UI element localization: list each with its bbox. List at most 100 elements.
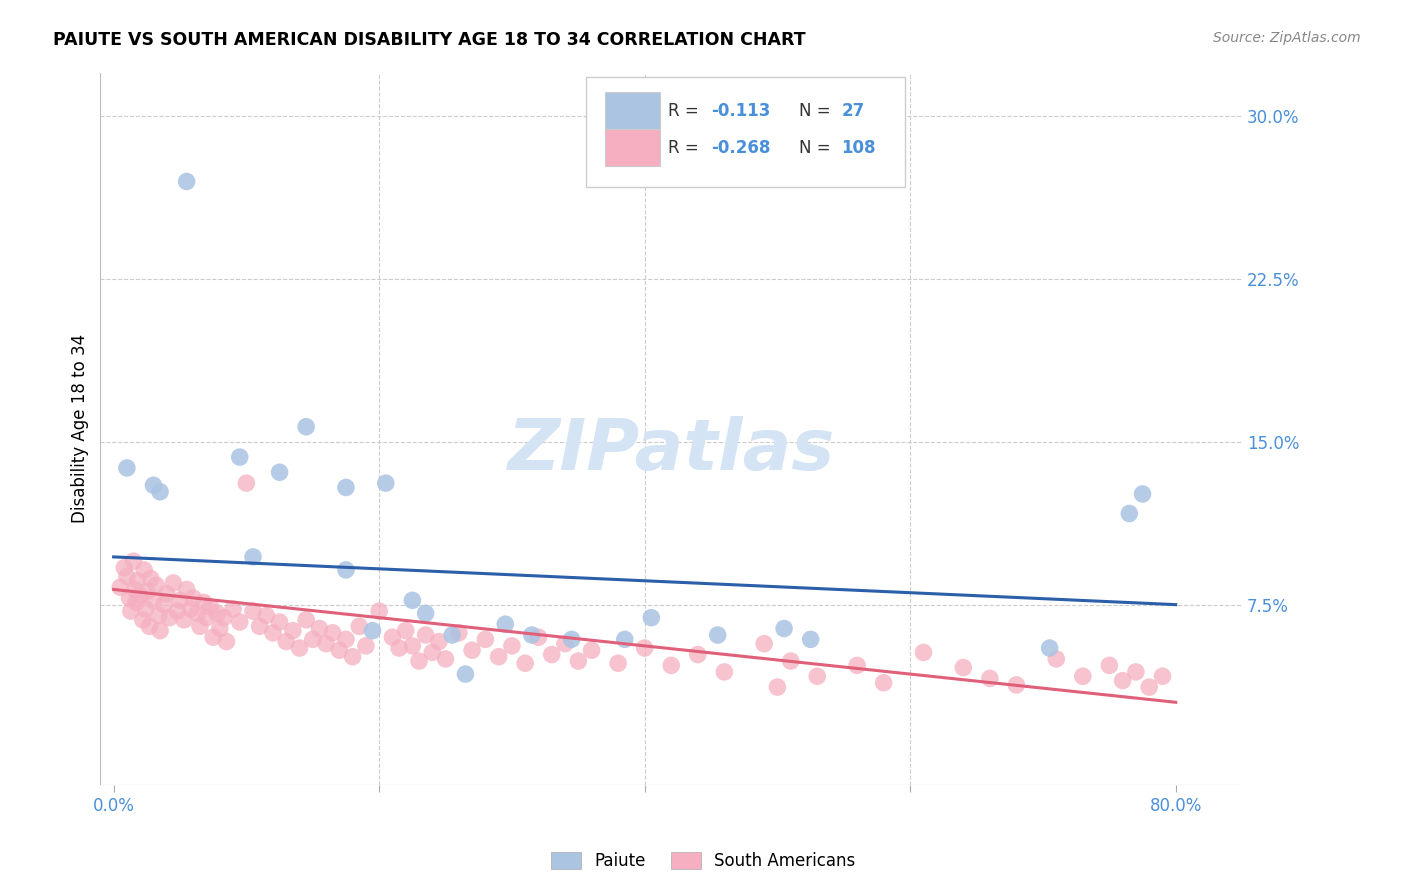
Point: [295, 613, 318, 627]
Point: [388, 641, 411, 656]
Text: N =: N =: [799, 139, 831, 157]
Point: [779, 654, 801, 668]
Point: [1111, 673, 1133, 688]
Point: [315, 637, 337, 651]
Point: [322, 625, 344, 640]
Point: [912, 645, 935, 659]
Point: [134, 563, 156, 577]
Point: [349, 619, 371, 633]
Point: [205, 607, 228, 621]
Point: [269, 465, 291, 479]
Point: [125, 595, 148, 609]
Point: [607, 657, 630, 671]
Point: [368, 604, 391, 618]
Point: [613, 632, 636, 647]
Point: [254, 608, 277, 623]
Point: [308, 622, 330, 636]
Point: [222, 602, 245, 616]
Point: [427, 634, 450, 648]
Point: [229, 450, 252, 464]
Point: [186, 607, 208, 621]
Text: ZIPatlas: ZIPatlas: [508, 416, 835, 484]
Legend: Paiute, South Americans: Paiute, South Americans: [544, 845, 862, 877]
Point: [142, 478, 165, 492]
Point: [295, 419, 318, 434]
Point: [180, 602, 202, 616]
Point: [162, 576, 184, 591]
FancyBboxPatch shape: [586, 77, 905, 186]
Point: [1137, 680, 1160, 694]
Point: [335, 632, 357, 647]
Point: [269, 615, 291, 629]
Point: [249, 619, 271, 633]
Point: [1118, 507, 1140, 521]
Text: N =: N =: [799, 102, 831, 120]
Point: [447, 625, 470, 640]
Point: [540, 648, 562, 662]
Point: [800, 632, 823, 647]
Point: [567, 654, 589, 668]
Point: [434, 652, 457, 666]
Point: [149, 624, 172, 638]
Point: [806, 669, 828, 683]
Point: [139, 572, 162, 586]
Point: [202, 630, 225, 644]
Point: [142, 593, 165, 607]
Text: -0.113: -0.113: [711, 102, 770, 120]
Point: [135, 584, 157, 599]
Point: [488, 649, 510, 664]
Point: [415, 607, 437, 621]
Point: [118, 591, 141, 606]
Point: [110, 580, 132, 594]
Point: [173, 613, 195, 627]
Point: [773, 622, 796, 636]
Point: [354, 639, 377, 653]
Point: [328, 643, 350, 657]
Point: [474, 632, 496, 647]
Point: [520, 628, 543, 642]
Point: [262, 625, 284, 640]
Point: [441, 628, 464, 642]
Point: [281, 624, 304, 638]
Text: 27: 27: [841, 102, 865, 120]
Y-axis label: Disability Age 18 to 34: Disability Age 18 to 34: [72, 334, 89, 524]
Point: [115, 569, 138, 583]
Point: [212, 610, 235, 624]
Point: [713, 665, 735, 679]
Point: [115, 461, 138, 475]
Point: [166, 604, 188, 618]
Point: [754, 637, 776, 651]
Point: [872, 675, 894, 690]
Point: [952, 660, 974, 674]
Point: [420, 645, 443, 659]
Point: [276, 634, 298, 648]
Point: [129, 589, 152, 603]
Point: [176, 582, 198, 597]
Text: 108: 108: [841, 139, 876, 157]
Point: [301, 632, 323, 647]
Point: [195, 610, 218, 624]
Point: [1152, 669, 1174, 683]
Point: [1132, 487, 1154, 501]
FancyBboxPatch shape: [605, 129, 659, 166]
Point: [515, 657, 537, 671]
Point: [242, 604, 264, 618]
Point: [527, 630, 550, 644]
Point: [706, 628, 728, 642]
Point: [979, 672, 1001, 686]
Point: [1071, 669, 1094, 683]
Point: [335, 480, 357, 494]
Point: [235, 476, 257, 491]
Point: [415, 628, 437, 642]
Point: [766, 680, 789, 694]
Point: [132, 613, 155, 627]
Point: [634, 641, 657, 656]
Point: [1039, 641, 1062, 656]
Point: [157, 610, 180, 624]
Point: [554, 637, 576, 651]
Text: R =: R =: [668, 102, 699, 120]
Point: [181, 591, 204, 606]
Point: [640, 610, 662, 624]
Point: [686, 648, 709, 662]
Point: [149, 484, 172, 499]
